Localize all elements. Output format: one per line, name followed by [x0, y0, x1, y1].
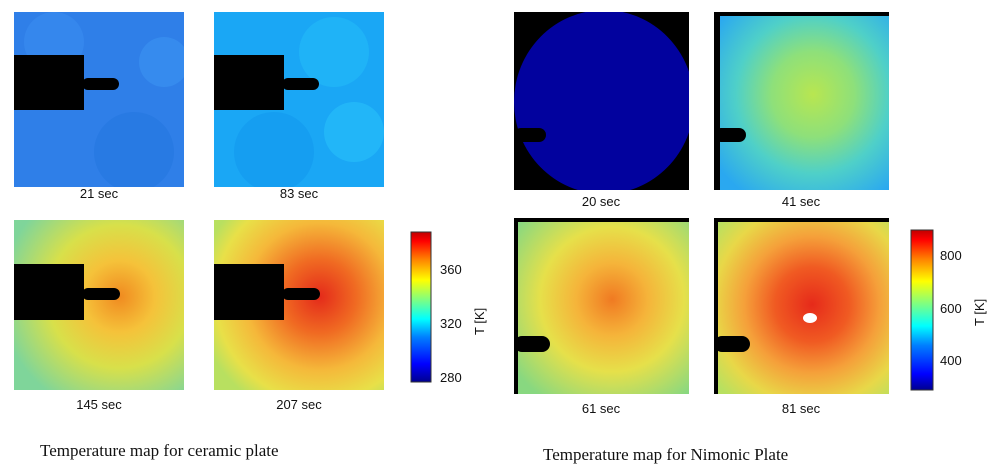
time-label: 21 sec	[79, 186, 119, 201]
time-label: 145 sec	[76, 397, 122, 412]
colorbar-tick: 800	[940, 248, 962, 263]
heatmap-nimonic-41s	[714, 12, 889, 190]
colorbar-tick: 400	[940, 353, 962, 368]
colorbar-tick: 360	[440, 262, 462, 277]
heatmap-nimonic-20s	[514, 12, 689, 190]
time-label: 207 sec	[276, 397, 322, 412]
time-label: 41 sec	[781, 194, 821, 209]
colorbar-unit-label: T [K]	[972, 298, 987, 326]
caption-ceramic: Temperature map for ceramic plate	[40, 441, 279, 460]
time-label: 61 sec	[581, 401, 621, 416]
colorbar-unit-label: T [K]	[472, 307, 487, 335]
heatmap-ceramic-207s	[214, 220, 384, 390]
colorbar-nimonic	[910, 229, 934, 396]
colorbar-tick: 280	[440, 370, 462, 385]
colorbar-tick: 600	[940, 301, 962, 316]
heatmap-ceramic-145s	[14, 220, 184, 390]
colorbar-ceramic	[410, 231, 432, 388]
heatmap-nimonic-61s	[514, 218, 689, 394]
heatmap-nimonic-81s	[714, 218, 889, 394]
time-label: 20 sec	[581, 194, 621, 209]
caption-nimonic: Temperature map for Nimonic Plate	[543, 445, 789, 464]
time-label: 83 sec	[279, 186, 319, 201]
colorbar-tick: 320	[440, 316, 462, 331]
time-label: 81 sec	[781, 401, 821, 416]
heatmap-ceramic-83s	[214, 12, 384, 187]
heatmap-ceramic-21s	[14, 12, 184, 187]
